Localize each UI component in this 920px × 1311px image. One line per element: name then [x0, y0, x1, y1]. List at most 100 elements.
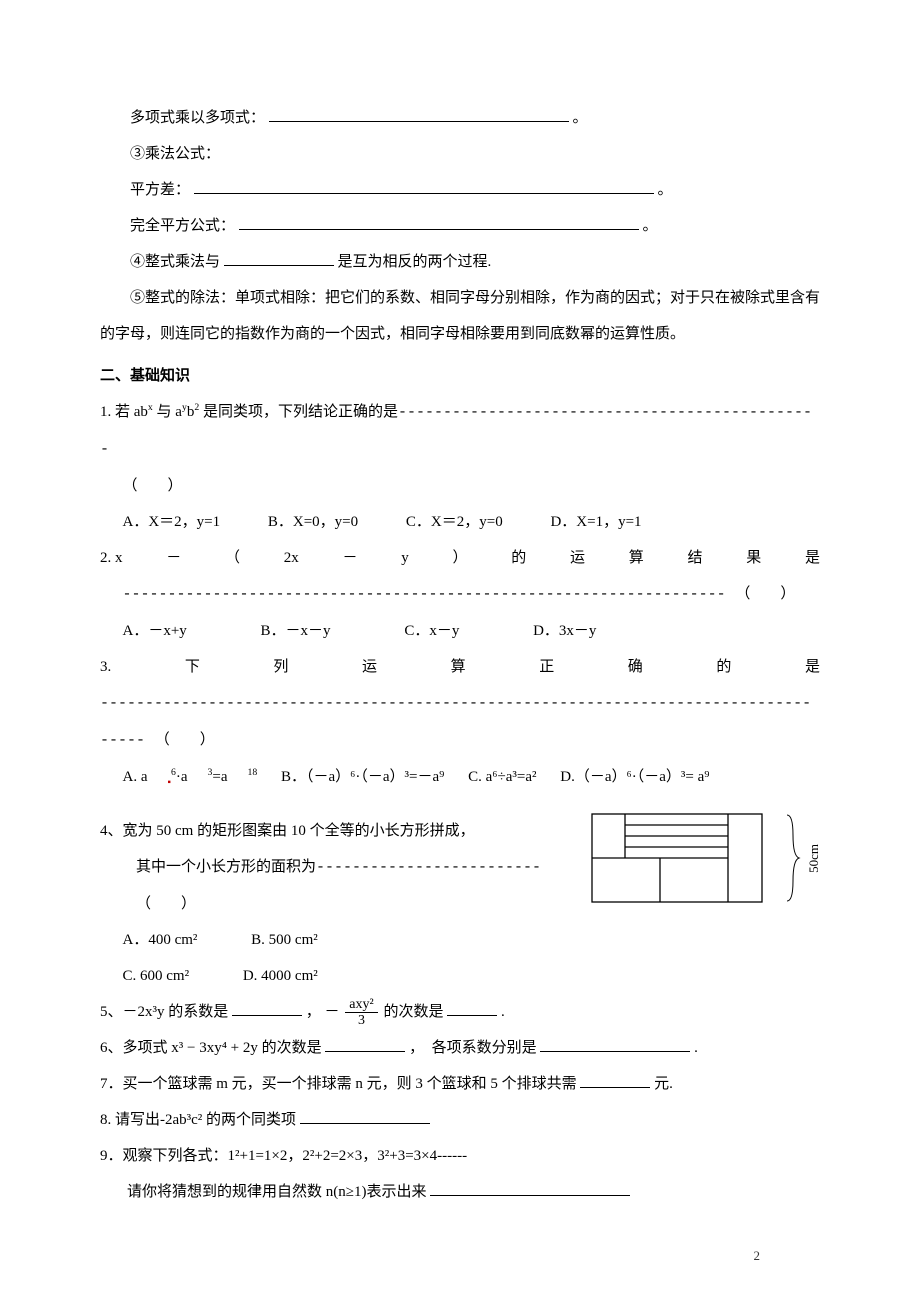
spacer — [100, 795, 820, 813]
c: － — [166, 540, 181, 576]
option-b: B．－x－y — [261, 613, 331, 649]
red-dot-icon: ▪ — [168, 777, 171, 788]
answer-paren: （ ） — [735, 586, 795, 602]
option-d: D.（－a）⁶·（－a）³= a⁹ — [560, 759, 709, 795]
answer-paren: （ ） — [123, 478, 183, 494]
intro-diff-squares: 平方差： 。 — [100, 172, 820, 208]
text: 请你将猜想到的规律用自然数 n(n≥1)表示出来 — [127, 1184, 426, 1200]
c: 列 — [273, 649, 288, 685]
c: 是 — [805, 540, 820, 576]
blank — [540, 1036, 690, 1052]
q6: 6、多项式 x³ − 3xy⁴ + 2y 的次数是 ， 各项系数分别是 . — [100, 1030, 820, 1066]
intro-formula-head: ③乘法公式： — [100, 136, 820, 172]
q8: 8. 请写出-2ab³c² 的两个同类项 — [100, 1102, 820, 1138]
q2-dashline: ----------------------------------------… — [100, 576, 820, 613]
option-d: D．X=1，y=1 — [550, 504, 641, 540]
c: 正 — [539, 649, 554, 685]
text: ④整式乘法与 — [130, 254, 220, 270]
dashes: ----------------------------------------… — [123, 586, 726, 603]
intro-poly: 多项式乘以多项式： 。 — [100, 100, 820, 136]
text: . — [501, 1004, 505, 1020]
q5: 5、－2x³y 的系数是 ， － axy² 3 的次数是 . — [100, 994, 820, 1030]
page-number: 2 — [100, 1240, 820, 1271]
q4-figure: 50cm — [591, 813, 820, 903]
q1-paren: （ ） — [100, 468, 820, 504]
text: ， 各项系数分别是 — [409, 1040, 537, 1056]
text: 5、－2x³y 的系数是 — [100, 1004, 228, 1020]
t: A. a — [123, 759, 148, 795]
blank — [447, 1000, 497, 1016]
text: ， － — [306, 1004, 340, 1020]
blank — [269, 106, 569, 122]
c: 2x — [284, 540, 299, 576]
c: 是 — [805, 649, 820, 685]
c: 算 — [629, 540, 644, 576]
section-2-head: 二、基础知识 — [100, 358, 820, 394]
q7: 7．买一个篮球需 m 元，买一个排球需 n 元，则 3 个篮球和 5 个排球共需… — [100, 1066, 820, 1102]
numerator: axy² — [345, 997, 377, 1013]
text: 6、多项式 x³ − 3xy⁴ + 2y 的次数是 — [100, 1040, 322, 1056]
c: y — [401, 540, 409, 576]
text: 其中一个小长方形的面积为 — [136, 859, 316, 875]
text: 平方差： — [130, 182, 190, 198]
intro-division: ⑤整式的除法：单项式相除：把它们的系数、相同字母分别相除，作为商的因式；对于只在… — [100, 280, 820, 352]
option-c: C．X＝2，y=0 — [406, 504, 503, 540]
q2-options: A．－x+y B．－x－y C．x－y D．3x－y — [100, 613, 820, 649]
option-a: A．400 cm² — [123, 922, 198, 958]
text: 的次数是 — [383, 1004, 443, 1020]
text: 8. 请写出-2ab³c² 的两个同类项 — [100, 1112, 296, 1128]
q9-l2: 请你将猜想到的规律用自然数 n(n≥1)表示出来 — [100, 1174, 820, 1210]
text: 多项式乘以多项式： — [130, 110, 265, 126]
text: ③乘法公式： — [130, 146, 220, 162]
text: 完全平方公式： — [130, 218, 235, 234]
option-a: A. a▪6·a3=a18 — [123, 759, 258, 795]
blank — [239, 214, 639, 230]
c: 运 — [362, 649, 377, 685]
blank — [430, 1180, 630, 1196]
q3-dashline: ----------------------------------------… — [100, 685, 820, 759]
option-b: B．（－a）⁶·（－a）³=－a⁹ — [281, 759, 444, 795]
fraction: axy² 3 — [345, 997, 377, 1029]
option-b: B. 500 cm² — [251, 922, 318, 958]
c: 2. x — [100, 540, 123, 576]
text: 7．买一个篮球需 m 元，买一个排球需 n 元，则 3 个篮球和 5 个排球共需 — [100, 1076, 577, 1092]
label-50cm: 50cm — [807, 844, 820, 873]
text: 4、宽为 50 cm 的矩形图案由 10 个全等的小长方形拼成， — [100, 823, 475, 839]
answer-paren: （ ） — [136, 896, 196, 912]
text: 。 — [573, 110, 588, 126]
blank — [232, 1000, 302, 1016]
dashes: ------------------------- — [316, 859, 541, 876]
q2-stem: 2. x － （ 2x － y ） 的 运 算 结 果 是 — [100, 540, 820, 576]
rectangle-diagram-icon — [591, 813, 781, 903]
q4-opts-row2: C. 600 cm² D. 4000 cm² — [100, 958, 577, 994]
blank — [224, 250, 334, 266]
c: ） — [452, 540, 467, 576]
text: 。 — [643, 218, 658, 234]
q3-stem: 3. 下 列 运 算 正 确 的 是 — [100, 649, 820, 685]
blank — [194, 178, 654, 194]
brace-50cm — [781, 813, 805, 903]
option-d: D. 4000 cm² — [243, 958, 318, 994]
text: 是同类项，下列结论正确的是 — [199, 404, 398, 420]
text: 二、基础知识 — [100, 368, 190, 384]
intro-perfect-square: 完全平方公式： 。 — [100, 208, 820, 244]
c: 的 — [511, 540, 526, 576]
option-c: C．x－y — [404, 613, 459, 649]
blank — [300, 1108, 430, 1124]
q1-stem: 1. 若 abx 与 ayb2 是同类项，下列结论正确的是-----------… — [100, 394, 820, 468]
c: 3. — [100, 649, 111, 685]
q4-l2: 其中一个小长方形的面积为------------------------- （ … — [100, 849, 577, 922]
c: 确 — [628, 649, 643, 685]
c: 结 — [687, 540, 702, 576]
text: 与 a — [153, 404, 182, 420]
c: 运 — [570, 540, 585, 576]
blank — [325, 1036, 405, 1052]
c: 算 — [451, 649, 466, 685]
text: 。 — [658, 182, 673, 198]
option-c: C. 600 cm² — [123, 958, 190, 994]
c: （ — [225, 540, 240, 576]
q4-l1: 4、宽为 50 cm 的矩形图案由 10 个全等的小长方形拼成， — [100, 813, 577, 849]
option-c: C. a⁶÷a³=a² — [468, 759, 536, 795]
c: － — [342, 540, 357, 576]
text: . — [694, 1040, 698, 1056]
